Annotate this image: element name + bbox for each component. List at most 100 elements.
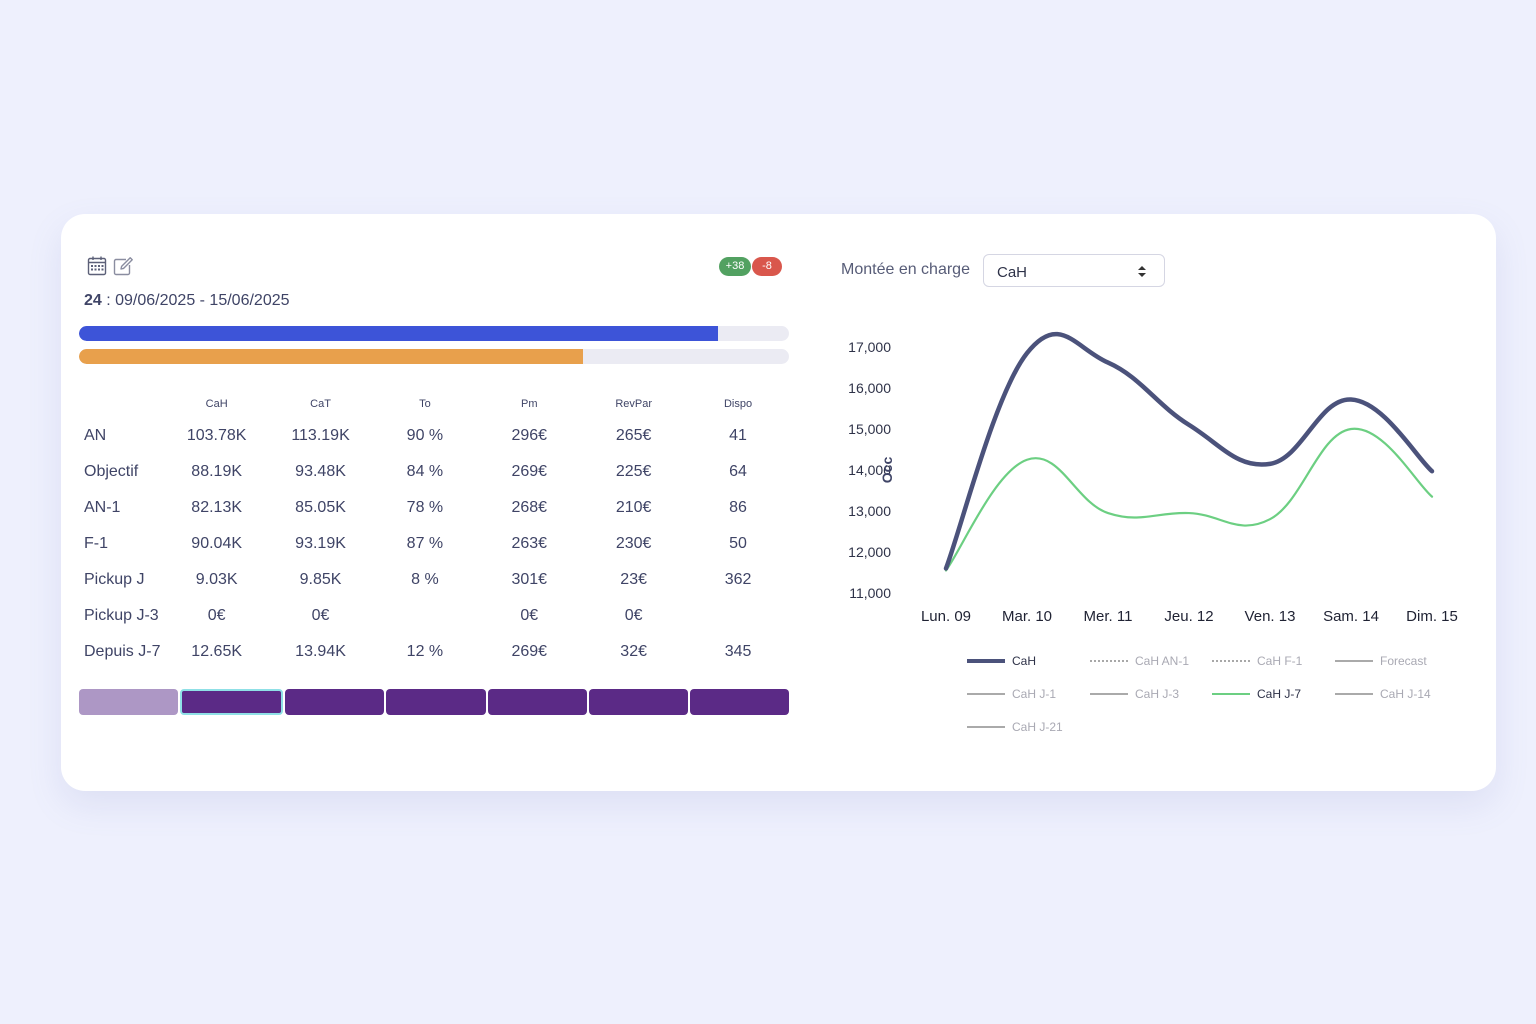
table-cell: 9.85K xyxy=(299,571,342,588)
table-cell: 90 % xyxy=(406,427,444,444)
table-row: Pickup J 9.03K 9.85K 8 % 301€ 23€ 362 xyxy=(78,562,790,598)
table-cell: 23€ xyxy=(620,571,647,588)
table-cell: 84 % xyxy=(406,463,444,480)
week-number: 24 xyxy=(84,292,102,309)
table-cell: 88.19K xyxy=(191,463,243,480)
segment-tab[interactable] xyxy=(386,689,486,715)
table-cell: 0€ xyxy=(624,607,643,624)
table-cell: 268€ xyxy=(511,499,548,516)
table-cell: 85.05K xyxy=(295,499,346,516)
metric-select[interactable]: CaH xyxy=(983,254,1165,287)
legend-item: Forecast xyxy=(1380,654,1427,668)
table-cell: 263€ xyxy=(511,535,548,552)
table-cell: 103.78K xyxy=(186,427,247,444)
column-header: To xyxy=(419,398,431,410)
table-cell: 32€ xyxy=(620,643,647,660)
segment-tabs xyxy=(79,689,789,715)
table-cell: 8 % xyxy=(411,571,439,588)
y-tick-label: 11,000 xyxy=(849,585,891,601)
row-label: Depuis J-7 xyxy=(84,643,161,660)
series-line-cah-j-7 xyxy=(944,427,1434,572)
table-cell: 64 xyxy=(729,463,747,480)
table-cell: 78 % xyxy=(406,499,444,516)
column-header: CaH xyxy=(205,398,228,410)
table-cell: 269€ xyxy=(511,643,548,660)
y-tick-label: 13,000 xyxy=(848,503,891,519)
table-row: AN 103.78K 113.19K 90 % 296€ 265€ 41 xyxy=(78,418,790,454)
table-cell: 93.19K xyxy=(295,535,346,552)
x-tick-label: Mer. 11 xyxy=(1084,608,1133,625)
segment-tab[interactable] xyxy=(487,689,587,715)
y-tick-label: 14,000 xyxy=(848,462,891,478)
table-cell: 265€ xyxy=(615,427,652,444)
table-row: Depuis J-7 12.65K 13.94K 12 % 269€ 32€ 345 xyxy=(78,634,790,670)
legend-item: CaH F-1 xyxy=(1257,654,1303,668)
table-cell: 93.48K xyxy=(295,463,346,480)
table-cell: 41 xyxy=(729,427,747,444)
row-label: Pickup J-3 xyxy=(84,607,159,624)
column-header: CaT xyxy=(310,398,331,410)
table-cell: 269€ xyxy=(511,463,548,480)
table-header-row: CaH CaT To Pm RevPar Dispo xyxy=(78,390,790,418)
table-row: Objectif 88.19K 93.48K 84 % 269€ 225€ 64 xyxy=(78,454,790,490)
week-date-range: 24 : 09/06/2025 - 15/06/2025 xyxy=(84,292,290,310)
table-cell: 86 xyxy=(729,499,747,516)
calendar-icon[interactable] xyxy=(87,256,107,276)
column-header: Pm xyxy=(521,398,538,410)
dashboard-card: 24 : 09/06/2025 - 15/06/2025 +38 -8 CaH … xyxy=(61,214,1496,791)
table-cell: 0€ xyxy=(207,607,226,624)
legend-item: CaH J-21 xyxy=(1012,720,1063,734)
table-cell: 362 xyxy=(724,571,752,588)
table-cell: 301€ xyxy=(511,571,548,588)
legend-item: CaH AN-1 xyxy=(1135,654,1189,668)
legend-item: CaH xyxy=(1012,654,1036,668)
progress-bar-secondary xyxy=(79,349,789,364)
table-cell: 9.03K xyxy=(195,571,238,588)
segment-tab[interactable] xyxy=(285,689,385,715)
table-cell: 50 xyxy=(729,535,747,552)
legend-item: CaH J-3 xyxy=(1135,687,1179,701)
y-tick-label: 15,000 xyxy=(848,421,891,437)
table-cell: 12 % xyxy=(406,643,444,660)
table-cell: 296€ xyxy=(511,427,548,444)
y-axis-label: Occ xyxy=(879,457,895,484)
badge-up: +38 xyxy=(719,257,751,276)
legend-item: CaH J-1 xyxy=(1012,687,1056,701)
table-cell: 87 % xyxy=(406,535,444,552)
table-cell: 82.13K xyxy=(191,499,243,516)
table-cell xyxy=(686,598,790,634)
y-tick-label: 16,000 xyxy=(848,380,891,396)
x-tick-label: Dim. 15 xyxy=(1406,608,1458,625)
table-cell: 113.19K xyxy=(291,427,350,444)
segment-tab[interactable] xyxy=(689,689,789,715)
kpi-table: CaH CaT To Pm RevPar Dispo AN 103.78K 113.… xyxy=(78,390,790,670)
table-row: AN-1 82.13K 85.05K 78 % 268€ 210€ 86 xyxy=(78,490,790,526)
table-cell: 210€ xyxy=(615,499,652,516)
legend-item: CaH J-7 xyxy=(1257,687,1301,701)
select-label: Montée en charge xyxy=(841,261,970,278)
occupancy-line-chart: 11,000 12,000 13,000 14,000 15,000 16,000 17,0… xyxy=(848,331,1458,734)
x-tick-label: Ven. 13 xyxy=(1245,608,1296,625)
column-header: RevPar xyxy=(615,398,652,410)
x-tick-label: Mar. 10 xyxy=(1002,608,1052,625)
column-header: Dispo xyxy=(723,398,753,410)
legend-item: CaH J-14 xyxy=(1380,687,1431,701)
segment-tab-active[interactable] xyxy=(180,689,284,715)
table-cell: 90.04K xyxy=(191,535,243,552)
table-row: F-1 90.04K 93.19K 87 % 263€ 230€ 50 xyxy=(78,526,790,562)
x-tick-label: Jeu. 12 xyxy=(1164,608,1213,625)
row-label: Pickup J xyxy=(84,571,145,588)
column-header xyxy=(78,390,165,418)
table-cell: 230€ xyxy=(615,535,652,552)
row-label: AN xyxy=(84,427,107,444)
segment-tab[interactable] xyxy=(588,689,688,715)
series-line-cah xyxy=(943,331,1435,571)
table-cell: 0€ xyxy=(311,607,330,624)
row-label: AN-1 xyxy=(84,499,121,516)
table-cell: 225€ xyxy=(615,463,652,480)
segment-tab[interactable] xyxy=(79,689,179,715)
table-cell: 13.94K xyxy=(295,643,346,660)
edit-icon[interactable] xyxy=(113,256,134,276)
row-label: Objectif xyxy=(84,463,139,480)
progress-fill-secondary xyxy=(79,349,584,364)
